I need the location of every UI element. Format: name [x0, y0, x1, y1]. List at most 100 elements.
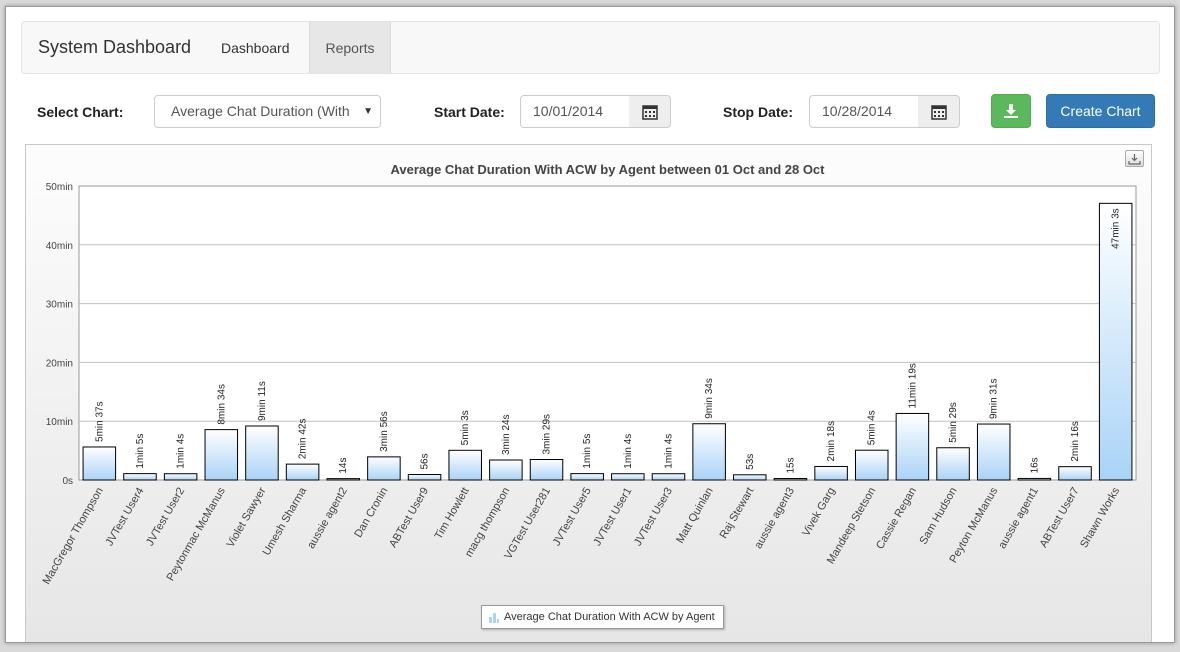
bar [895, 412, 930, 481]
start-date-calendar-button[interactable] [629, 95, 671, 128]
select-chart-label: Select Chart: [37, 104, 124, 120]
data-label: 2min 16s [1070, 421, 1081, 462]
bar [123, 473, 157, 481]
data-label: 11min 19s [907, 363, 918, 408]
bar [976, 423, 1011, 481]
x-tick-label: VGTest User281 [502, 486, 553, 562]
y-tick-label: 20min [46, 358, 73, 369]
x-tick-label: Vivek Garg [800, 486, 838, 539]
stop-date-calendar-button[interactable] [918, 95, 960, 128]
stop-date-label: Stop Date: [723, 104, 793, 120]
y-tick-label: 40min [46, 241, 73, 252]
data-label: 3min 56s [379, 411, 390, 452]
bar [814, 465, 848, 481]
bar [326, 478, 361, 481]
data-label: 1min 5s [582, 434, 593, 469]
stop-date-input[interactable]: 10/28/2014 [809, 95, 919, 128]
y-tick-label: 50min [46, 182, 73, 193]
start-date-label: Start Date: [434, 104, 505, 120]
data-label: 5min 3s [460, 410, 471, 445]
nav-dashboard[interactable]: Dashboard [221, 40, 290, 56]
x-tick-label: macg thompson [463, 485, 513, 559]
bar [1098, 202, 1133, 481]
x-tick-label: Sam Hudson [917, 486, 959, 547]
bar [448, 449, 482, 481]
x-tick-label: JVTest User5 [551, 486, 594, 549]
data-label: 1min 5s [135, 434, 146, 469]
x-tick-label: Tim Howlett [433, 486, 472, 542]
data-label: 5min 29s [948, 402, 959, 443]
bar-chart: Average Chat Duration With ACW by Agent … [41, 162, 1137, 587]
bar [529, 459, 564, 481]
chart-title: Average Chat Duration With ACW by Agent … [390, 162, 825, 177]
data-label: 16s [1029, 457, 1040, 473]
legend-label: Average Chat Duration With ACW by Agent [504, 611, 715, 623]
bar-chart-icon [489, 613, 499, 623]
chart-select-value: Average Chat Duration (With ACW) [171, 103, 349, 119]
x-tick-label: Matt Quinlan [674, 486, 716, 546]
x-tick-label: ABTest User7 [1038, 486, 1082, 550]
data-label: 53s [745, 454, 756, 470]
nav-reports[interactable]: Reports [309, 22, 391, 73]
app-window: System Dashboard Dashboard Reports Selec… [5, 6, 1175, 643]
calendar-icon [641, 104, 658, 120]
data-label: 15s [785, 457, 796, 473]
x-tick-label: Cassie Regan [874, 486, 919, 552]
download-button[interactable] [991, 94, 1031, 128]
bar [285, 463, 320, 481]
x-tick-label: JVTest User3 [632, 486, 675, 549]
data-label: 56s [420, 453, 431, 469]
x-tick-label: aussie agent3 [752, 486, 797, 551]
x-tick-label: JVTest User4 [103, 486, 146, 549]
data-label: 47min 3s [1111, 208, 1122, 249]
data-label: 8min 34s [216, 384, 227, 425]
x-tick-label: Umesh Sharma [261, 485, 310, 558]
bar [936, 447, 970, 481]
data-label: 5min 37s [94, 401, 105, 442]
bar [204, 429, 239, 481]
data-label: 14s [338, 458, 349, 474]
data-label: 5min 4s [867, 410, 878, 445]
bar [245, 425, 279, 481]
data-label: 9min 11s [257, 381, 268, 421]
brand-title[interactable]: System Dashboard [38, 37, 192, 57]
x-tick-label: Shawn Works [1078, 485, 1122, 550]
download-icon [1004, 104, 1018, 118]
chart-select[interactable]: Average Chat Duration (With ACW) ▼ [154, 95, 381, 128]
bar [407, 474, 442, 481]
bar [611, 473, 645, 481]
data-label: 1min 4s [176, 434, 187, 469]
x-tick-label: JVTest User2 [144, 486, 187, 549]
y-tick-label: 0s [62, 476, 73, 487]
chart-panel: Average Chat Duration With ACW by Agent … [25, 144, 1152, 642]
x-tick-label: JVTest User1 [591, 486, 634, 549]
export-chart-button[interactable] [1125, 150, 1144, 167]
data-label: 3min 24s [501, 414, 512, 455]
bar [1017, 477, 1052, 481]
bar [733, 474, 767, 481]
navbar: System Dashboard Dashboard Reports [21, 21, 1160, 74]
data-label: 2min 42s [298, 419, 309, 460]
bar [489, 459, 523, 481]
x-tick-label: aussie agent2 [305, 486, 350, 551]
start-date-input[interactable]: 10/01/2014 [520, 95, 630, 128]
data-label: 2min 18s [826, 421, 837, 462]
chart-legend[interactable]: Average Chat Duration With ACW by Agent [481, 605, 724, 629]
x-tick-label: Dan Cronin [352, 486, 390, 540]
data-label: 3min 29s [542, 414, 553, 455]
bar [773, 478, 808, 481]
data-label: 1min 4s [663, 434, 674, 469]
bar [651, 473, 686, 481]
bar [692, 423, 726, 481]
bar [570, 473, 604, 481]
y-tick-label: 30min [46, 300, 73, 311]
data-label: 9min 34s [704, 378, 715, 419]
create-chart-button[interactable]: Create Chart [1046, 94, 1155, 128]
bar [854, 449, 889, 481]
calendar-icon [930, 104, 947, 120]
export-icon [1128, 153, 1141, 165]
x-tick-label: Raj Stewart [718, 486, 757, 541]
bar [1058, 466, 1092, 481]
x-tick-label: MacGregor Thompson [41, 486, 106, 587]
bar [163, 473, 198, 481]
